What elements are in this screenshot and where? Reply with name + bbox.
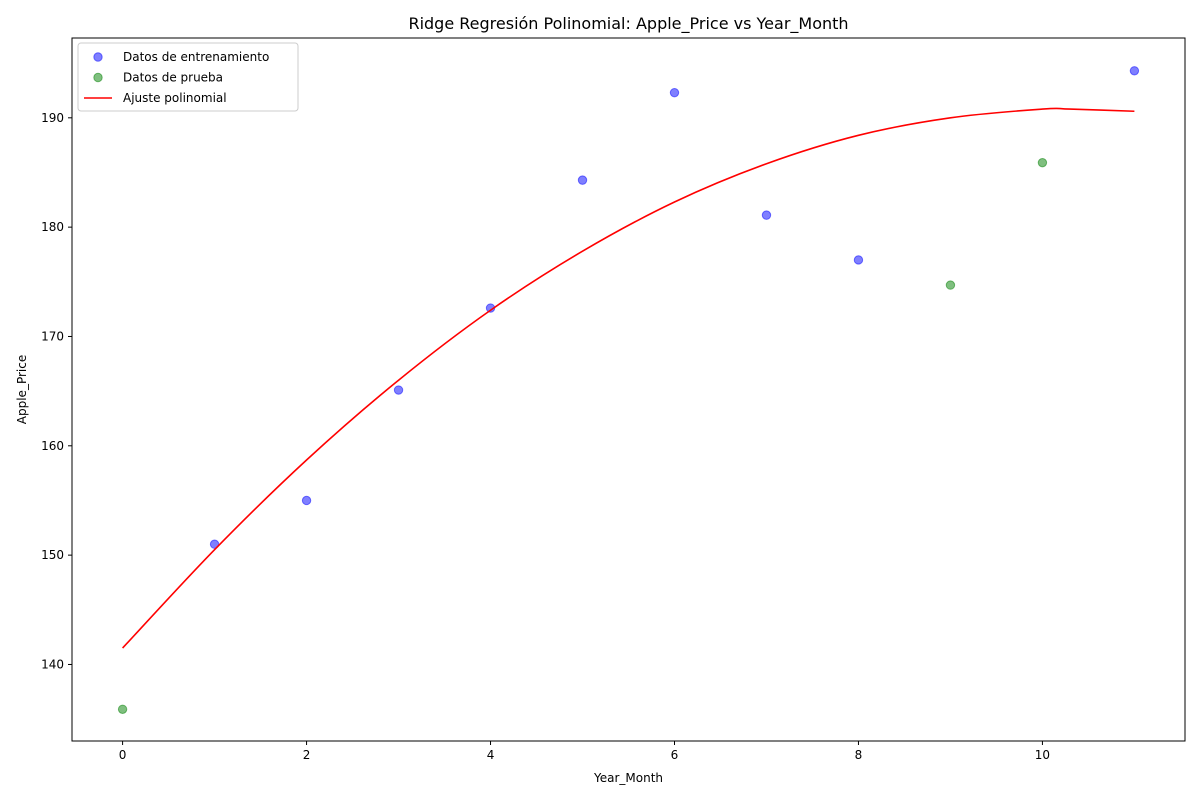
fit-line — [122, 107, 1135, 649]
plot-area-frame — [71, 37, 1186, 742]
x-tick-label: 0 — [119, 748, 127, 762]
legend-label: Datos de entrenamiento — [123, 50, 269, 64]
data-point — [761, 210, 772, 220]
legend-marker — [93, 52, 103, 62]
legend-marker — [93, 72, 103, 83]
legend-label: Ajuste polinomial — [123, 91, 227, 105]
x-tick-label: 10 — [1035, 748, 1050, 762]
y-tick-label: 140 — [41, 657, 64, 671]
data-point — [577, 175, 588, 185]
y-axis-label: Apple_Price — [15, 355, 29, 424]
x-axis-label: Year_Month — [593, 771, 663, 785]
data-point — [669, 87, 680, 98]
data-point — [1037, 157, 1048, 168]
y-tick-label: 150 — [41, 548, 64, 562]
axis-ticks: 0 2 4 6 8 10 140 150 160 170 180 190 — [41, 111, 1050, 762]
data-point — [117, 704, 128, 714]
legend: Datos de entrenamiento Datos de prueba Aju… — [77, 42, 299, 112]
x-tick-label: 6 — [671, 748, 679, 762]
x-tick-label: 8 — [855, 748, 863, 762]
x-tick-label: 4 — [487, 748, 495, 762]
data-point — [1129, 66, 1140, 76]
data-point — [853, 255, 864, 265]
data-point — [209, 539, 220, 549]
chart-title: Ridge Regresión Polinomial: Apple_Price … — [408, 14, 848, 34]
plot-layer — [117, 66, 1140, 714]
data-point — [301, 495, 312, 506]
x-tick-label: 2 — [303, 748, 311, 762]
data-point — [945, 280, 956, 290]
y-tick-label: 180 — [41, 220, 64, 234]
y-tick-label: 160 — [41, 439, 64, 453]
y-tick-label: 170 — [41, 329, 64, 343]
legend-label: Datos de prueba — [123, 71, 223, 85]
y-tick-label: 190 — [41, 111, 64, 125]
data-point — [393, 385, 404, 395]
legend-box — [77, 42, 299, 112]
